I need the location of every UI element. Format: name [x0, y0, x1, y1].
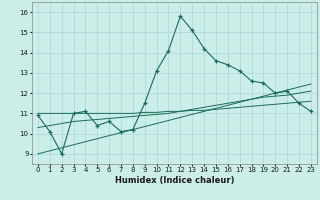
X-axis label: Humidex (Indice chaleur): Humidex (Indice chaleur)	[115, 176, 234, 185]
